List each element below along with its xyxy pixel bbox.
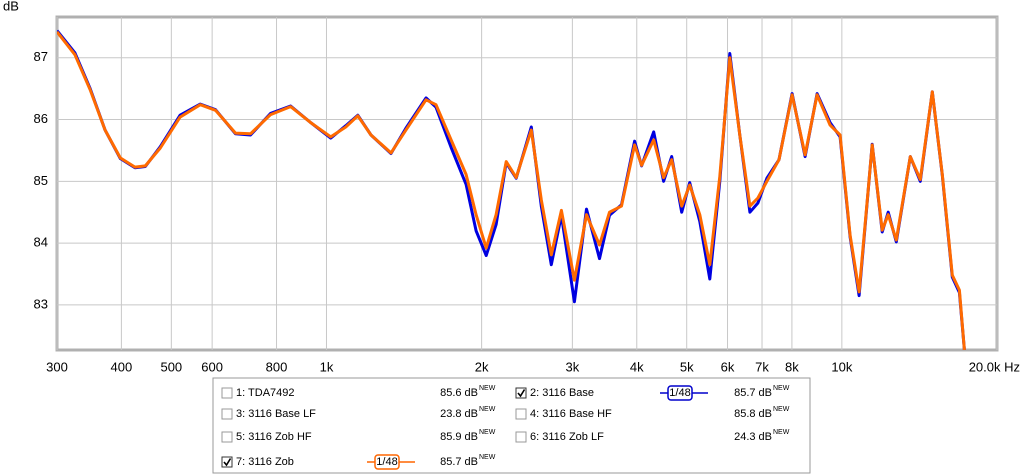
x-tick-label: 4k [630,359,644,374]
legend-name: 7: 3116 Zob [236,456,294,468]
x-tick-label: 20.0k Hz [969,359,1020,374]
x-tick-label: 400 [111,359,133,374]
legend-box [212,377,811,474]
legend-badge: NEW [479,454,496,461]
checkbox [221,431,233,443]
legend-badge: NEW [773,385,790,392]
legend-name: 6: 3116 Zob LF [530,431,604,443]
series-line [57,30,966,350]
x-tick-label: 8k [785,359,799,374]
legend-name: 5: 3116 Zob HF [236,431,312,443]
checkmark [223,458,232,467]
checkbox [515,431,527,443]
y-tick-label: 84 [34,235,48,250]
x-tick-label: 3k [566,359,580,374]
x-tick-label: 600 [201,359,223,374]
legend: 1: TDA7492 85.6 dB NEW 2: 3116 Base 85.7 dB N… [221,385,790,470]
legend-reading: 85.7 dB [440,456,478,468]
checkbox [515,387,527,399]
legend-badge: NEW [479,406,496,413]
smoothing-box [374,454,400,470]
legend-badge: NEW [479,429,496,436]
y-tick-label: 83 [34,296,48,311]
legend-badge: NEW [479,385,496,392]
x-tick-label: 6k [721,359,735,374]
checkbox [515,408,527,420]
y-axis-label: dB [3,0,19,13]
checkbox [221,387,233,399]
checkmark [517,389,526,398]
grid [56,17,998,350]
legend-name: 4: 3116 Base HF [530,408,612,420]
legend-reading: 85.8 dB [734,408,772,420]
legend-badge: NEW [773,429,790,436]
x-tick-label: 5k [680,359,694,374]
x-tick-label: 10k [831,359,852,374]
plot-area [55,15,999,352]
x-tick-label: 300 [46,359,68,374]
legend-reading: 24.3 dB [734,431,772,443]
smoothing-box [667,385,693,401]
checkbox [221,456,233,468]
legend-reading: 85.9 dB [440,431,478,443]
x-tick-label: 1k [320,359,334,374]
y-tick-label: 86 [34,111,48,126]
smoothing-label: 1/48 [669,387,690,399]
legend-name: 2: 3116 Base [530,387,594,399]
checkbox [221,408,233,420]
legend-reading: 85.7 dB [734,387,772,399]
smoothing-label: 1/48 [376,456,397,468]
y-tick-label: 87 [34,49,48,64]
x-tick-label: 800 [266,359,288,374]
legend-reading: 85.6 dB [440,387,478,399]
legend-name: 1: TDA7492 [236,387,295,399]
x-tick-label: 500 [160,359,182,374]
x-tick-label: 7k [755,359,769,374]
x-tick-label: 2k [475,359,489,374]
legend-badge: NEW [773,406,790,413]
y-tick-label: 85 [34,173,48,188]
legend-reading: 23.8 dB [440,408,478,420]
legend-name: 3: 3116 Base LF [236,408,316,420]
